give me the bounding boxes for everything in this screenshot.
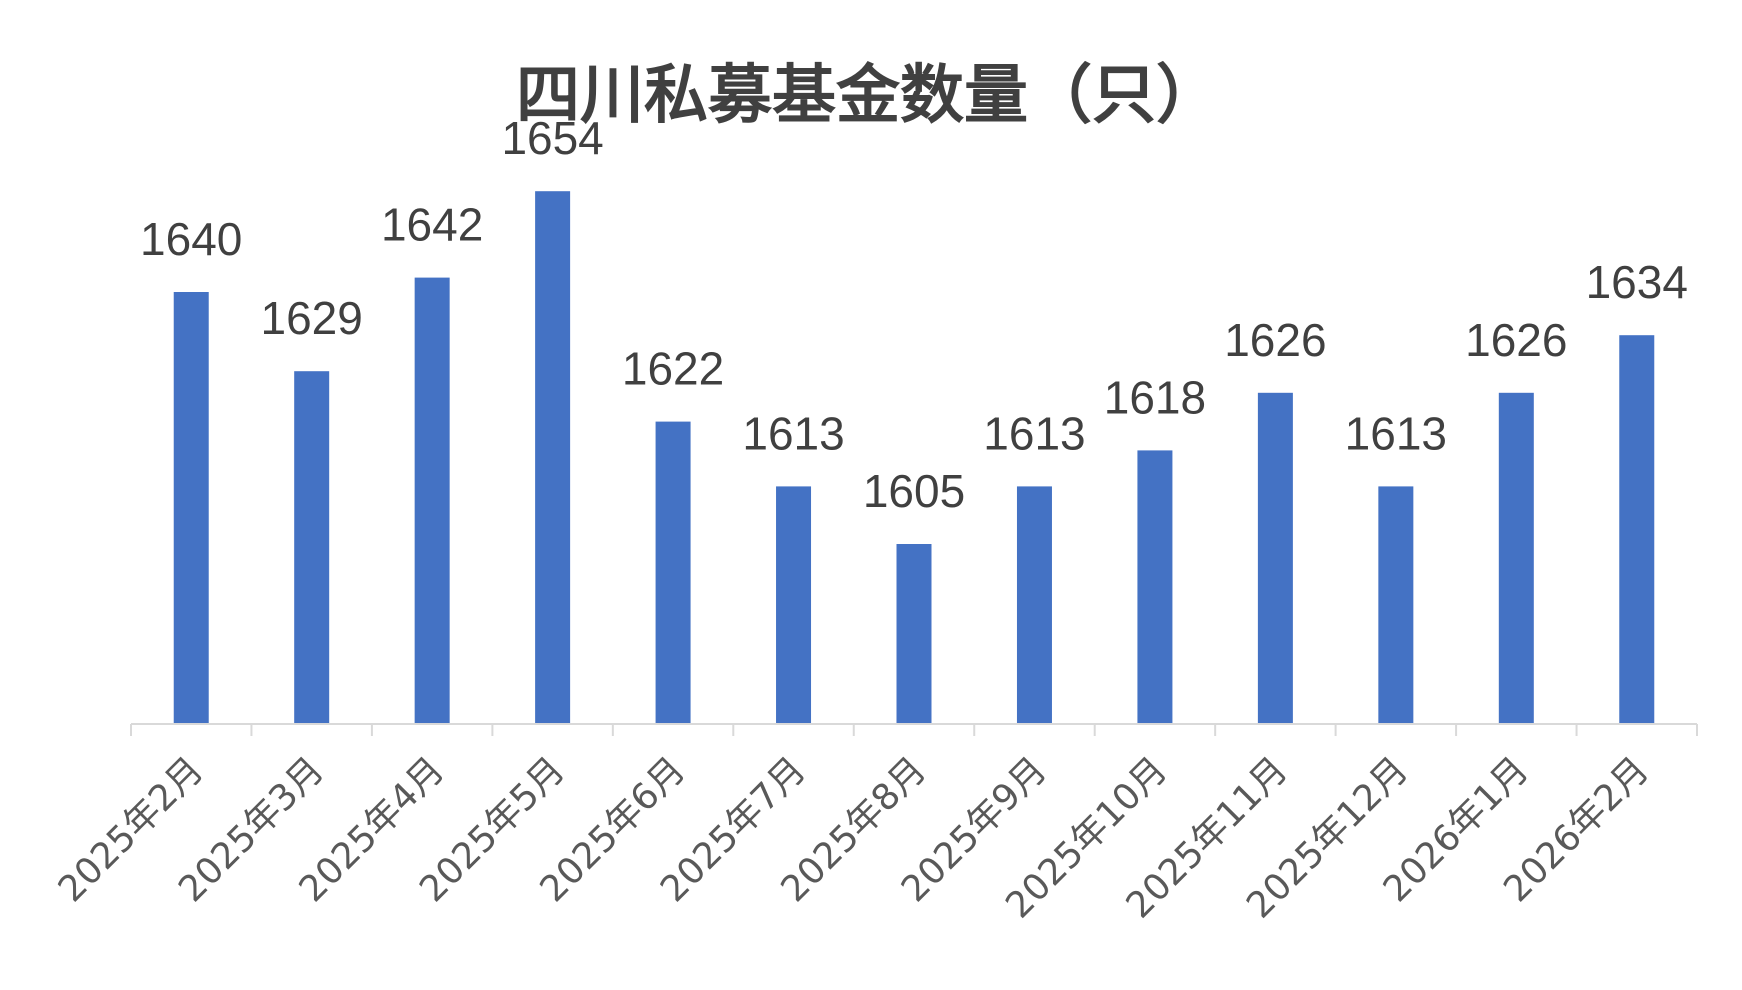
bar (1619, 335, 1655, 724)
data-label: 1613 (983, 407, 1085, 459)
data-label: 1622 (622, 343, 724, 395)
bar (173, 292, 209, 724)
bar (1498, 392, 1534, 724)
data-label: 1640 (140, 213, 242, 265)
x-tick-labels-group: 2025年2月2025年3月2025年4月2025年5月2025年6月2025年… (51, 749, 1657, 926)
data-label: 1626 (1224, 314, 1326, 366)
data-label: 1634 (1586, 256, 1688, 308)
data-label: 1629 (261, 292, 363, 344)
data-labels-group: 1640 1629 1642 1654 1622 1613 1605 1613 1618 1626… (140, 112, 1688, 517)
chart-title: 四川私募基金数量（只） (516, 59, 1220, 133)
data-label: 1626 (1465, 314, 1567, 366)
data-label: 1618 (1104, 371, 1206, 423)
bar (1016, 486, 1052, 724)
bar (655, 421, 691, 724)
bar (294, 371, 330, 724)
x-axis (130, 723, 1698, 736)
data-label: 1613 (1345, 407, 1447, 459)
data-label: 1642 (381, 199, 483, 251)
bar (1257, 392, 1293, 724)
bar (414, 277, 450, 724)
bar (776, 486, 812, 724)
bars-group (173, 191, 1655, 724)
bar (535, 191, 571, 724)
bar (896, 544, 932, 724)
data-label: 1605 (863, 465, 965, 517)
data-label: 1613 (742, 407, 844, 459)
data-label: 1654 (501, 112, 603, 164)
bar (1137, 450, 1173, 724)
bar (1378, 486, 1414, 724)
